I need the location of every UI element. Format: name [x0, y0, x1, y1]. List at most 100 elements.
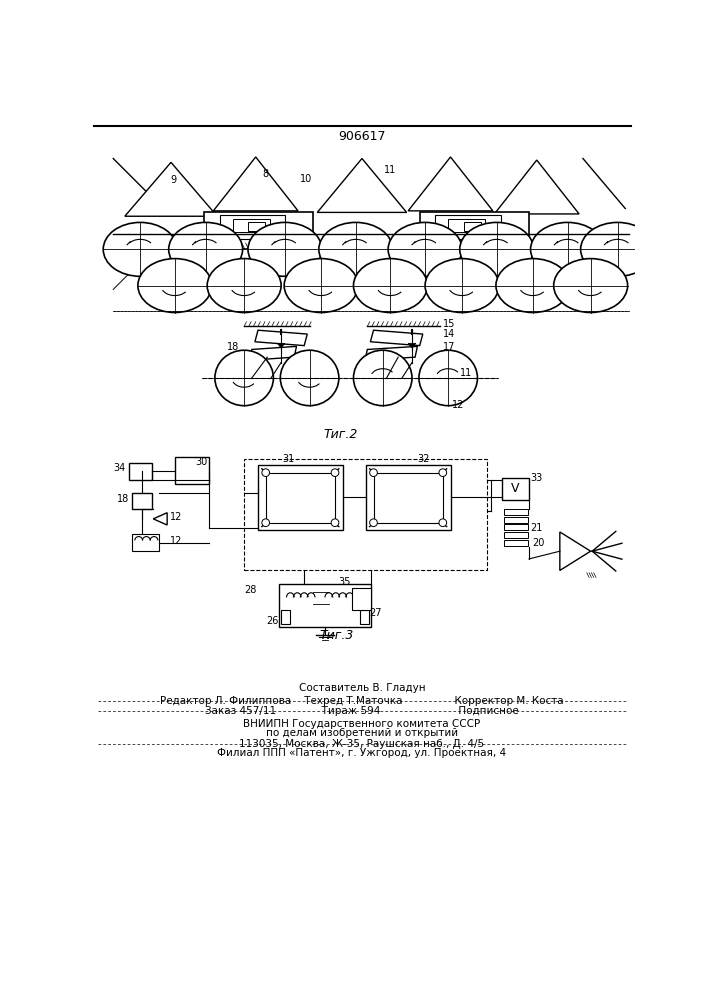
Text: Τиг.3: Τиг.3 [320, 629, 354, 642]
Text: 26: 26 [267, 616, 279, 626]
Ellipse shape [331, 519, 339, 527]
Ellipse shape [169, 222, 243, 276]
Bar [366, 465, 450, 530]
Ellipse shape [319, 222, 393, 276]
Bar [281, 610, 291, 624]
Bar [244, 459, 486, 570]
Polygon shape [153, 513, 167, 525]
Text: 11: 11 [460, 368, 472, 378]
Bar [175, 457, 209, 484]
Bar [504, 524, 527, 530]
Bar [248, 222, 265, 231]
Ellipse shape [138, 259, 212, 312]
Text: Филиал ППП «Патент», г. Ужгород, ул. Проектная, 4: Филиал ППП «Патент», г. Ужгород, ул. Про… [217, 748, 506, 758]
Ellipse shape [439, 519, 447, 527]
Ellipse shape [370, 519, 378, 527]
Polygon shape [214, 157, 298, 211]
Text: 18: 18 [117, 494, 129, 504]
Ellipse shape [262, 469, 269, 477]
Ellipse shape [354, 350, 412, 406]
Ellipse shape [460, 222, 534, 276]
Polygon shape [125, 162, 217, 216]
Polygon shape [370, 330, 423, 346]
Text: 32: 32 [417, 454, 430, 464]
Ellipse shape [530, 222, 604, 276]
Ellipse shape [388, 222, 462, 276]
Text: 20: 20 [532, 538, 544, 548]
Ellipse shape [496, 259, 570, 312]
Text: Составитель В. Гладун: Составитель В. Гладун [298, 683, 426, 693]
Ellipse shape [248, 222, 322, 276]
Text: 12: 12 [170, 536, 182, 546]
Text: 113035, Москва, Ж-35, Раушская наб., Д. 4/5: 113035, Москва, Ж-35, Раушская наб., Д. … [240, 739, 484, 749]
Polygon shape [365, 346, 417, 360]
Text: Заказ 457/11              Тираж 594                        Подписное: Заказ 457/11 Тираж 594 Подписное [205, 706, 519, 716]
Ellipse shape [262, 519, 269, 527]
Bar [504, 532, 527, 538]
Text: 15: 15 [443, 319, 455, 329]
Polygon shape [494, 160, 579, 214]
Text: 906617: 906617 [338, 130, 386, 143]
Text: 31: 31 [283, 454, 295, 464]
Bar [129, 463, 152, 480]
Bar [373, 473, 443, 523]
Polygon shape [317, 158, 407, 212]
Bar [435, 215, 501, 239]
Text: по делам изобретений и открытий: по делам изобретений и открытий [266, 728, 458, 738]
Text: 34: 34 [113, 463, 126, 473]
Bar [352, 588, 371, 610]
Bar [132, 534, 160, 551]
Ellipse shape [281, 350, 339, 406]
Text: 27: 27 [369, 608, 381, 618]
Bar [279, 584, 371, 627]
Bar [464, 222, 481, 231]
Ellipse shape [580, 222, 655, 276]
Text: 28: 28 [244, 585, 257, 595]
Bar [504, 509, 527, 515]
Text: ВНИИПН Государственного комитета СССР: ВНИИПН Государственного комитета СССР [243, 719, 481, 729]
Bar [132, 493, 152, 509]
Text: 12: 12 [170, 512, 182, 522]
Bar [504, 540, 527, 546]
Ellipse shape [207, 259, 281, 312]
Bar [502, 478, 529, 500]
Text: 18: 18 [226, 342, 239, 352]
Text: 21: 21 [530, 523, 543, 533]
Text: V: V [511, 482, 520, 495]
Bar [420, 212, 529, 249]
Ellipse shape [439, 469, 447, 477]
Bar [448, 219, 485, 232]
Ellipse shape [215, 350, 274, 406]
Ellipse shape [331, 469, 339, 477]
Text: 35: 35 [338, 577, 351, 587]
Text: 8: 8 [262, 169, 269, 179]
Ellipse shape [370, 469, 378, 477]
Ellipse shape [284, 259, 358, 312]
Text: Τиг.2: Τиг.2 [323, 428, 358, 441]
Polygon shape [277, 343, 285, 348]
Bar [219, 215, 285, 239]
Ellipse shape [103, 222, 177, 276]
Bar [258, 465, 343, 530]
Bar [360, 610, 369, 624]
Text: 33: 33 [531, 473, 543, 483]
Text: 14: 14 [443, 329, 455, 339]
Ellipse shape [554, 259, 628, 312]
Ellipse shape [425, 259, 499, 312]
Text: Редактор Л. Филиппова    Техред Т.Маточка                Корректор М. Коста: Редактор Л. Филиппова Техред Т.Маточка К… [160, 696, 563, 706]
Polygon shape [250, 346, 296, 360]
Text: 30: 30 [196, 457, 208, 467]
Bar [266, 473, 335, 523]
Bar [233, 219, 269, 232]
Text: 10: 10 [300, 174, 312, 184]
Ellipse shape [354, 259, 428, 312]
Polygon shape [408, 157, 493, 211]
Ellipse shape [419, 350, 477, 406]
Text: 9: 9 [170, 175, 176, 185]
Polygon shape [255, 330, 308, 346]
Polygon shape [560, 532, 590, 570]
Text: 17: 17 [443, 342, 455, 352]
Text: 11: 11 [385, 165, 397, 175]
Bar [504, 517, 527, 523]
Text: 12: 12 [452, 400, 464, 410]
